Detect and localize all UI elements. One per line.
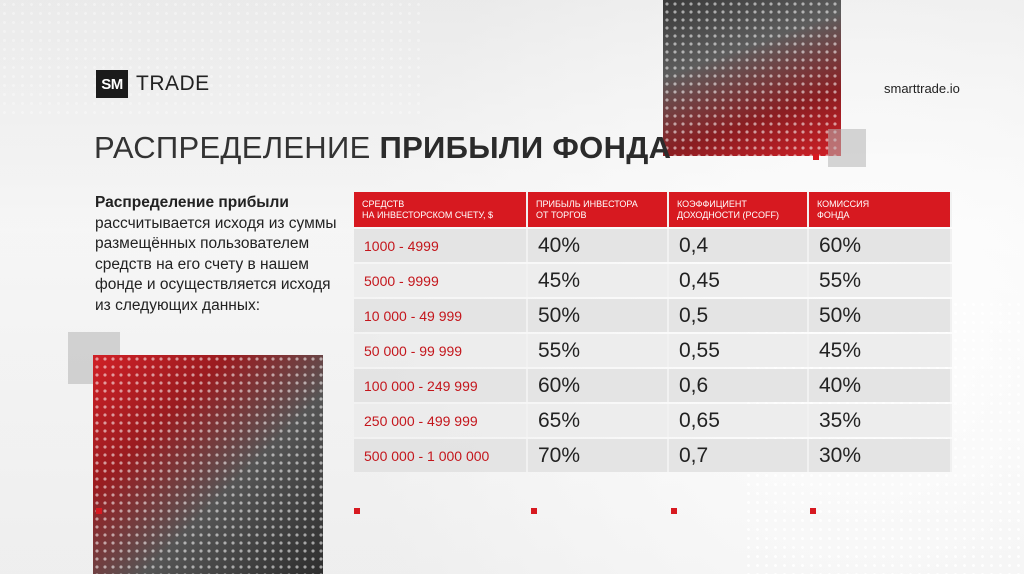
cell-range: 500 000 - 1 000 000 xyxy=(354,439,528,472)
cell-coefficient: 0,6 xyxy=(669,369,809,402)
site-url: smarttrade.io xyxy=(884,81,960,96)
decor-image-top xyxy=(663,0,841,156)
cell-profit: 50% xyxy=(528,299,669,332)
table-row: 500 000 - 1 000 000 70% 0,7 30% xyxy=(354,439,952,472)
table-row: 5000 - 9999 45% 0,45 55% xyxy=(354,264,952,297)
header-investor-profit: ПРИБЫЛЬ ИНВЕСТОРА ОТ ТОРГОВ xyxy=(528,192,669,227)
title-light: РАСПРЕДЕЛЕНИЕ xyxy=(94,130,371,165)
logo-mark: SM xyxy=(96,70,128,98)
cell-coefficient: 0,65 xyxy=(669,404,809,437)
table-header-row: СРЕДСТВ НА ИНВЕСТОРСКОМ СЧЕТУ, $ ПРИБЫЛЬ … xyxy=(354,192,952,227)
cell-range: 100 000 - 249 999 xyxy=(354,369,528,402)
decor-red-dot xyxy=(813,154,819,160)
cell-coefficient: 0,4 xyxy=(669,229,809,262)
cell-profit: 45% xyxy=(528,264,669,297)
cell-commission: 40% xyxy=(809,369,952,402)
cell-coefficient: 0,45 xyxy=(669,264,809,297)
profit-distribution-table: СРЕДСТВ НА ИНВЕСТОРСКОМ СЧЕТУ, $ ПРИБЫЛЬ … xyxy=(354,190,952,474)
decor-image-bottom xyxy=(93,355,323,574)
logo-text: TRADE xyxy=(136,72,210,95)
header-commission: КОМИССИЯ ФОНДА xyxy=(809,192,952,227)
decor-red-dot xyxy=(531,508,537,514)
cell-range: 250 000 - 499 999 xyxy=(354,404,528,437)
cell-range: 1000 - 4999 xyxy=(354,229,528,262)
brand-logo: SM TRADE xyxy=(96,70,210,98)
table-row: 250 000 - 499 999 65% 0,65 35% xyxy=(354,404,952,437)
description: Распределение прибыли рассчитывается исх… xyxy=(95,193,340,316)
page-title: РАСПРЕДЕЛЕНИЕ ПРИБЫЛИ ФОНДА xyxy=(94,130,671,166)
decor-red-dot xyxy=(671,508,677,514)
cell-profit: 60% xyxy=(528,369,669,402)
decor-red-dot xyxy=(354,508,360,514)
cell-profit: 65% xyxy=(528,404,669,437)
decor-red-dot xyxy=(810,508,816,514)
cell-range: 50 000 - 99 999 xyxy=(354,334,528,367)
cell-commission: 30% xyxy=(809,439,952,472)
cell-coefficient: 0,5 xyxy=(669,299,809,332)
cell-commission: 35% xyxy=(809,404,952,437)
table-row: 100 000 - 249 999 60% 0,6 40% xyxy=(354,369,952,402)
title-bold: ПРИБЫЛИ ФОНДА xyxy=(379,130,672,165)
cell-commission: 60% xyxy=(809,229,952,262)
dot-pattern xyxy=(0,0,420,120)
header-funds: СРЕДСТВ НА ИНВЕСТОРСКОМ СЧЕТУ, $ xyxy=(354,192,528,227)
description-bold: Распределение прибыли xyxy=(95,194,289,211)
cell-range: 10 000 - 49 999 xyxy=(354,299,528,332)
cell-range: 5000 - 9999 xyxy=(354,264,528,297)
description-text: рассчитывается исходя из суммы размещённ… xyxy=(95,214,337,314)
table-row: 50 000 - 99 999 55% 0,55 45% xyxy=(354,334,952,367)
cell-profit: 40% xyxy=(528,229,669,262)
cell-coefficient: 0,55 xyxy=(669,334,809,367)
cell-commission: 50% xyxy=(809,299,952,332)
cell-profit: 55% xyxy=(528,334,669,367)
decor-square xyxy=(828,129,866,167)
decor-red-dot xyxy=(96,508,102,514)
table-row: 10 000 - 49 999 50% 0,5 50% xyxy=(354,299,952,332)
cell-coefficient: 0,7 xyxy=(669,439,809,472)
cell-commission: 45% xyxy=(809,334,952,367)
header-coefficient: КОЭФФИЦИЕНТ ДОХОДНОСТИ (Pcoff) xyxy=(669,192,809,227)
cell-profit: 70% xyxy=(528,439,669,472)
table-row: 1000 - 4999 40% 0,4 60% xyxy=(354,229,952,262)
cell-commission: 55% xyxy=(809,264,952,297)
